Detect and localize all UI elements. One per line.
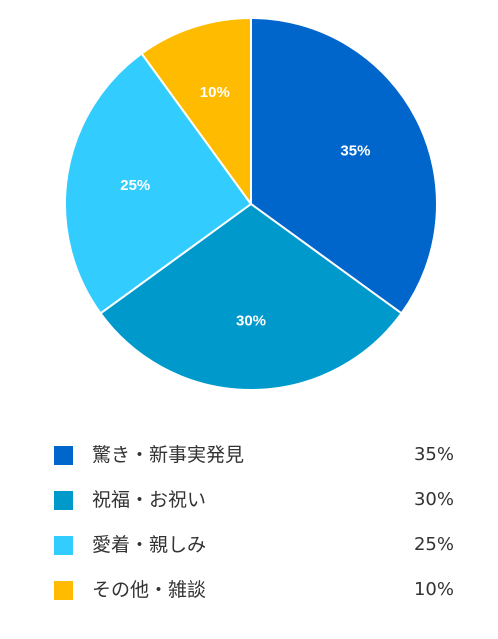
legend-swatch [54, 491, 73, 510]
pie-slice-label: 10% [200, 84, 230, 101]
legend-value: 30% [413, 489, 454, 510]
legend-label: 驚き・新事実発見 [92, 444, 245, 466]
legend-label: その他・雑談 [92, 579, 207, 601]
pie-slice-celebration [99, 203, 403, 391]
legend-value: 10% [413, 579, 454, 600]
legend-item-surprise: 驚き・新事実発見 35% [54, 440, 454, 470]
legend-swatch [54, 446, 73, 465]
legend-swatch [54, 536, 73, 555]
legend-item-other: その他・雑談 10% [54, 575, 454, 605]
legend-value: 25% [413, 534, 454, 555]
pie-slice-label: 30% [236, 313, 266, 330]
pie-slice-label: 25% [120, 177, 150, 194]
pie-slice-affection [64, 52, 252, 315]
pie-slice-other [140, 17, 252, 205]
legend-label: 愛着・親しみ [92, 534, 207, 556]
pie-slice-surprise [250, 17, 438, 315]
legend-value: 35% [413, 444, 454, 465]
pie-chart: 35% 30% 25% 10% [64, 17, 438, 391]
legend-label: 祝福・お祝い [92, 489, 207, 511]
pie-slice-label: 35% [340, 142, 370, 159]
legend-swatch [54, 581, 73, 600]
legend-item-celebration: 祝福・お祝い 30% [54, 485, 454, 515]
legend-item-affection: 愛着・親しみ 25% [54, 530, 454, 560]
